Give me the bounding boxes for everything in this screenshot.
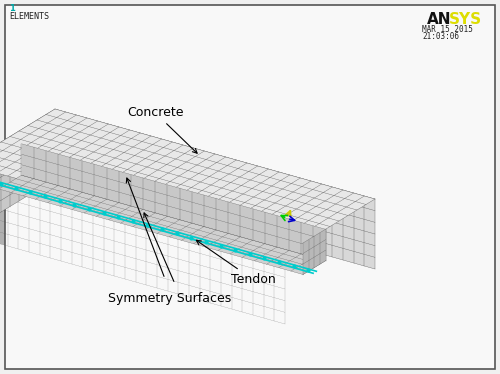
- Text: Symmetry Surfaces: Symmetry Surfaces: [108, 292, 232, 305]
- Text: Duct: Duct: [0, 373, 1, 374]
- Polygon shape: [0, 164, 285, 324]
- Text: ELEMENTS: ELEMENTS: [9, 12, 49, 21]
- Text: SYS: SYS: [449, 12, 482, 27]
- Polygon shape: [303, 229, 326, 275]
- Polygon shape: [55, 109, 375, 269]
- Polygon shape: [0, 175, 326, 275]
- Text: AN: AN: [427, 12, 452, 27]
- Text: MAR 15 2015: MAR 15 2015: [422, 25, 473, 34]
- Polygon shape: [0, 109, 375, 254]
- Text: Concrete: Concrete: [127, 106, 197, 153]
- Polygon shape: [0, 109, 55, 234]
- Polygon shape: [22, 144, 326, 261]
- Text: Tendon: Tendon: [196, 240, 276, 286]
- Text: 1: 1: [9, 4, 15, 13]
- Text: 21:03:06: 21:03:06: [422, 32, 459, 41]
